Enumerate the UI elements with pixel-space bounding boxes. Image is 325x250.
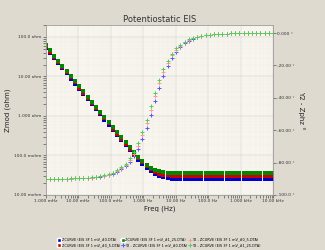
Legend: ZCURVE (EIS 3F 1 mV_#0.DTA), ZCURVE (EIS 3F 1 mV_#0_5.DTA), ZCURVE (EIS 3F 1 mV_: ZCURVE (EIS 3F 1 mV_#0.DTA), ZCURVE (EIS… bbox=[58, 237, 261, 248]
X-axis label: Freq (Hz): Freq (Hz) bbox=[144, 206, 175, 212]
Title: Potentiostatic EIS: Potentiostatic EIS bbox=[123, 15, 196, 24]
Y-axis label: Zmod (ohm): Zmod (ohm) bbox=[5, 88, 11, 132]
Y-axis label: Y2 - Zphz °: Y2 - Zphz ° bbox=[298, 90, 305, 130]
